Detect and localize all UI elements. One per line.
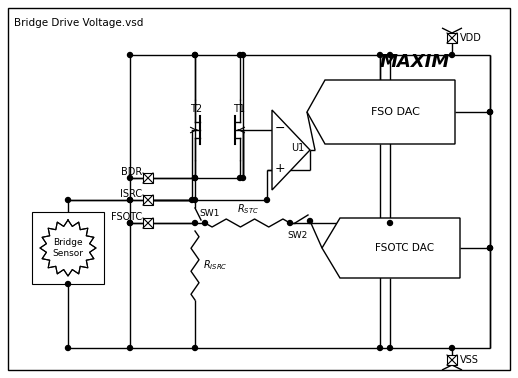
- Circle shape: [127, 197, 133, 203]
- Text: Bridge Drive Voltage.vsd: Bridge Drive Voltage.vsd: [14, 18, 143, 28]
- Circle shape: [287, 220, 293, 226]
- Bar: [143, 195, 153, 205]
- Circle shape: [193, 220, 197, 226]
- Circle shape: [487, 245, 493, 251]
- Circle shape: [193, 175, 197, 181]
- Text: SW1: SW1: [199, 209, 220, 218]
- Polygon shape: [322, 218, 460, 278]
- Polygon shape: [272, 110, 310, 190]
- Text: Bridge
Sensor: Bridge Sensor: [52, 238, 83, 258]
- Circle shape: [450, 345, 454, 350]
- Text: FSOTC DAC: FSOTC DAC: [376, 243, 435, 253]
- Bar: [447, 33, 457, 43]
- Circle shape: [240, 53, 246, 57]
- Bar: [32, 212, 104, 284]
- Text: ISRC: ISRC: [120, 189, 142, 199]
- Text: FSO DAC: FSO DAC: [370, 107, 420, 117]
- Circle shape: [450, 53, 454, 57]
- Text: $R_{STC}$: $R_{STC}$: [237, 202, 258, 216]
- Circle shape: [193, 345, 197, 350]
- Circle shape: [237, 175, 242, 181]
- Circle shape: [127, 53, 133, 57]
- Circle shape: [487, 110, 493, 115]
- Text: U1: U1: [291, 143, 305, 153]
- Text: VDD: VDD: [460, 33, 482, 43]
- Text: −: −: [275, 121, 285, 135]
- Text: MAXIM: MAXIM: [380, 53, 450, 71]
- Circle shape: [193, 53, 197, 57]
- Circle shape: [127, 175, 133, 181]
- Circle shape: [127, 345, 133, 350]
- Circle shape: [65, 345, 70, 350]
- Circle shape: [193, 197, 197, 203]
- Circle shape: [190, 197, 194, 203]
- Circle shape: [193, 175, 197, 181]
- Circle shape: [487, 110, 493, 115]
- Circle shape: [193, 53, 197, 57]
- Circle shape: [308, 218, 312, 223]
- Polygon shape: [307, 80, 455, 144]
- Circle shape: [240, 175, 246, 181]
- Text: T2: T2: [190, 104, 202, 114]
- Circle shape: [387, 220, 393, 226]
- Circle shape: [378, 345, 382, 350]
- Circle shape: [265, 197, 269, 203]
- Text: +: +: [275, 161, 285, 175]
- Circle shape: [65, 197, 70, 203]
- Text: T1: T1: [233, 104, 245, 114]
- Circle shape: [237, 53, 242, 57]
- Circle shape: [127, 220, 133, 226]
- Text: FSOTC: FSOTC: [111, 212, 142, 222]
- Text: BDR: BDR: [121, 167, 142, 177]
- Circle shape: [387, 345, 393, 350]
- Bar: [143, 173, 153, 183]
- Text: $R_{ISRC}$: $R_{ISRC}$: [203, 259, 227, 273]
- Bar: [143, 218, 153, 228]
- Text: SW2: SW2: [288, 231, 308, 240]
- Circle shape: [127, 220, 133, 226]
- Circle shape: [487, 245, 493, 251]
- Circle shape: [203, 220, 208, 226]
- Circle shape: [387, 53, 393, 57]
- Bar: [447, 355, 457, 365]
- Text: VSS: VSS: [460, 355, 479, 365]
- Circle shape: [127, 197, 133, 203]
- Circle shape: [378, 53, 382, 57]
- Circle shape: [65, 282, 70, 287]
